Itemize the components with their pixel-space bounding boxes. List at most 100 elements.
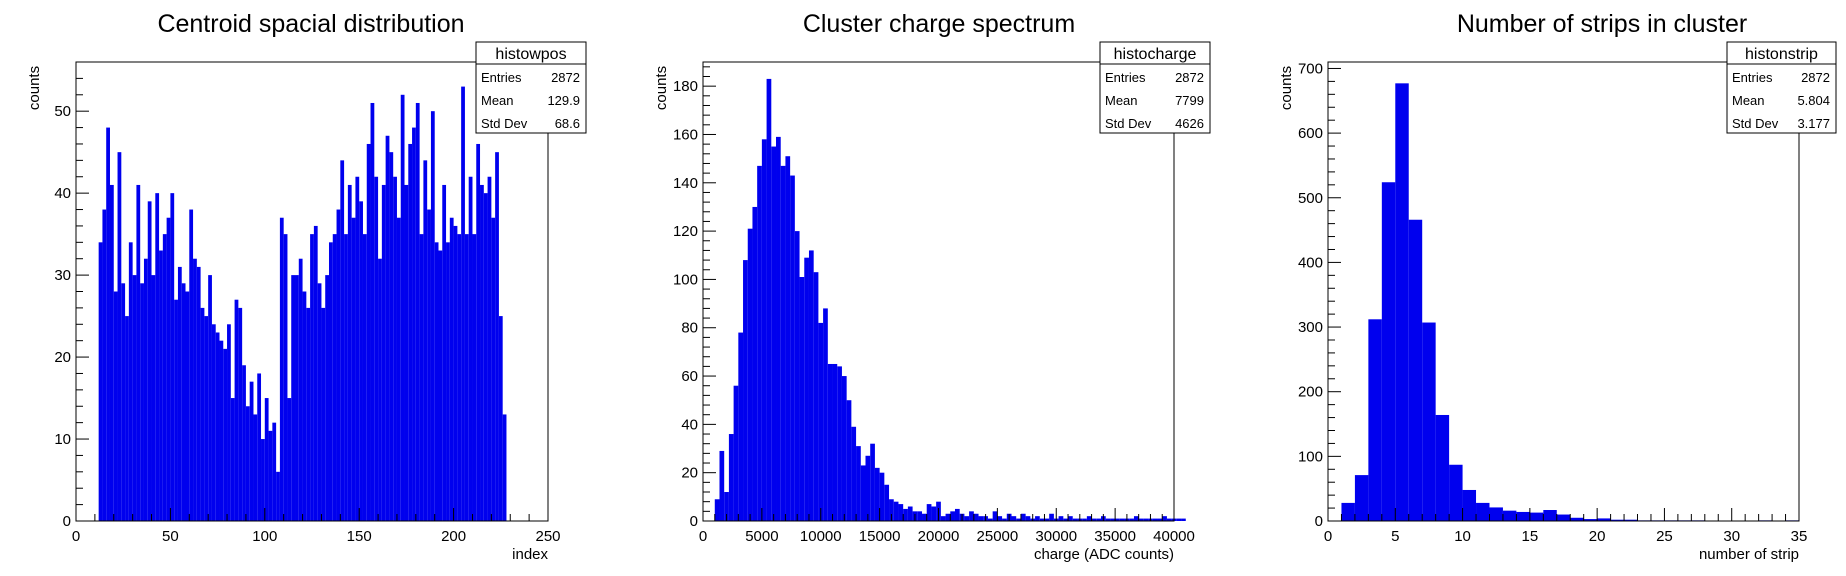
histogram-bar (404, 184, 409, 522)
histogram-bar (1449, 464, 1463, 521)
histogram-bar (483, 193, 488, 521)
histogram-bar (832, 363, 838, 521)
histogram-bar (174, 299, 178, 521)
y-tick-label: 180 (673, 78, 698, 95)
stats-box-title: histocharge (1114, 46, 1197, 63)
histogram-bar (987, 518, 993, 521)
x-axis-label: number of strip (1699, 546, 1799, 563)
x-tick-label: 0 (72, 528, 80, 545)
plot-frame (1327, 61, 1800, 522)
histogram-bar (841, 376, 847, 521)
histogram-bar (874, 467, 880, 521)
histogram-bar (879, 472, 885, 521)
x-tick-label: 35 (1791, 528, 1808, 545)
histogram-bar (1529, 512, 1544, 521)
histogram-bar (837, 366, 842, 521)
histogram-bar (1002, 518, 1007, 521)
histogram-bar (355, 176, 360, 521)
stats-value: 7799 (1175, 93, 1204, 108)
x-tick-label: 30 (1723, 528, 1740, 545)
histogram-bar (804, 257, 809, 521)
histogram-bar (155, 193, 160, 521)
histogram-bar (1502, 510, 1517, 521)
histogram-bar (766, 78, 772, 522)
histogram-bar (1096, 518, 1101, 521)
histogram-bar (1408, 219, 1423, 521)
histogram-bar (419, 234, 424, 521)
histogram-bar (1381, 182, 1396, 522)
histogram-bar (1422, 322, 1436, 521)
histogram-bar (351, 217, 356, 521)
histogram-bar (196, 266, 201, 521)
histogram-bar (903, 508, 908, 521)
histogram-bar (472, 234, 477, 521)
x-tick-label: 10000 (800, 528, 842, 545)
histogram-bar (1556, 514, 1571, 521)
histogram-bar (1354, 475, 1369, 521)
histogram-bar (283, 234, 288, 521)
x-tick-label: 25000 (977, 528, 1019, 545)
histogram-bar (430, 111, 435, 521)
histogram-bar (945, 513, 951, 521)
histogram-bar (752, 206, 758, 521)
histogram-bar (295, 275, 299, 521)
x-tick-label: 50 (162, 528, 179, 545)
histogram-bar (170, 193, 175, 521)
histogram-bar (328, 242, 333, 522)
histogram-bar (1435, 414, 1450, 521)
histogram-bar (143, 258, 148, 521)
histogram-bar (121, 283, 126, 521)
histogram-bar (181, 283, 186, 521)
histogram-bar (1368, 319, 1382, 521)
histogram-bar (200, 307, 205, 521)
x-tick-label: 0 (1324, 528, 1332, 545)
histogram-bar (359, 201, 363, 521)
x-tick-label: 15000 (859, 528, 901, 545)
x-tick-label: 25 (1656, 528, 1673, 545)
histogram-bar (1138, 518, 1144, 521)
histogram-bar (950, 511, 955, 521)
histogram-bar (1119, 518, 1125, 521)
histogram-bar (1086, 516, 1092, 521)
y-tick-label: 50 (54, 103, 71, 120)
histogram-bar (102, 209, 107, 522)
histogram-bar (889, 499, 894, 521)
x-axis-label: index (512, 546, 548, 563)
histogram-bar (1016, 518, 1021, 521)
histogram-bar (215, 332, 220, 521)
stats-label: Std Dev (481, 116, 528, 131)
stats-value: 4626 (1175, 116, 1204, 131)
histogram-bar (140, 283, 144, 521)
histogram-bar (476, 143, 481, 521)
y-tick-label: 80 (681, 320, 698, 337)
histogram-bar (794, 231, 800, 521)
histogram-bar (785, 156, 791, 521)
histogram-bar (719, 450, 725, 521)
histogram-bar (211, 324, 216, 521)
histogram-bar (808, 250, 814, 521)
stats-value: 68.6 (555, 116, 580, 131)
histogram-bar (973, 513, 979, 521)
histogram-bar (238, 307, 243, 521)
histogram-bar (1610, 519, 1625, 521)
y-tick-label: 10 (54, 431, 71, 448)
histogram-bar (136, 184, 141, 522)
histogram-bar (461, 86, 465, 521)
histogram-bar (747, 228, 753, 522)
histogram-bar (1039, 518, 1045, 521)
histogram-bar (738, 332, 744, 521)
histogram-bar (884, 484, 890, 521)
histogram-bar (827, 363, 833, 521)
histogram-bar (317, 283, 322, 521)
y-axis-label: counts (653, 66, 670, 110)
histogram-bar (790, 175, 795, 521)
histogram-bar (272, 422, 277, 521)
stats-box-title: histowpos (495, 46, 566, 63)
histogram-bar (818, 322, 824, 521)
y-tick-label: 500 (1298, 190, 1323, 207)
stats-label: Mean (1732, 93, 1765, 108)
histogram-bar (313, 225, 318, 521)
histogram-bar (449, 217, 454, 521)
histogram-bar (978, 516, 984, 521)
